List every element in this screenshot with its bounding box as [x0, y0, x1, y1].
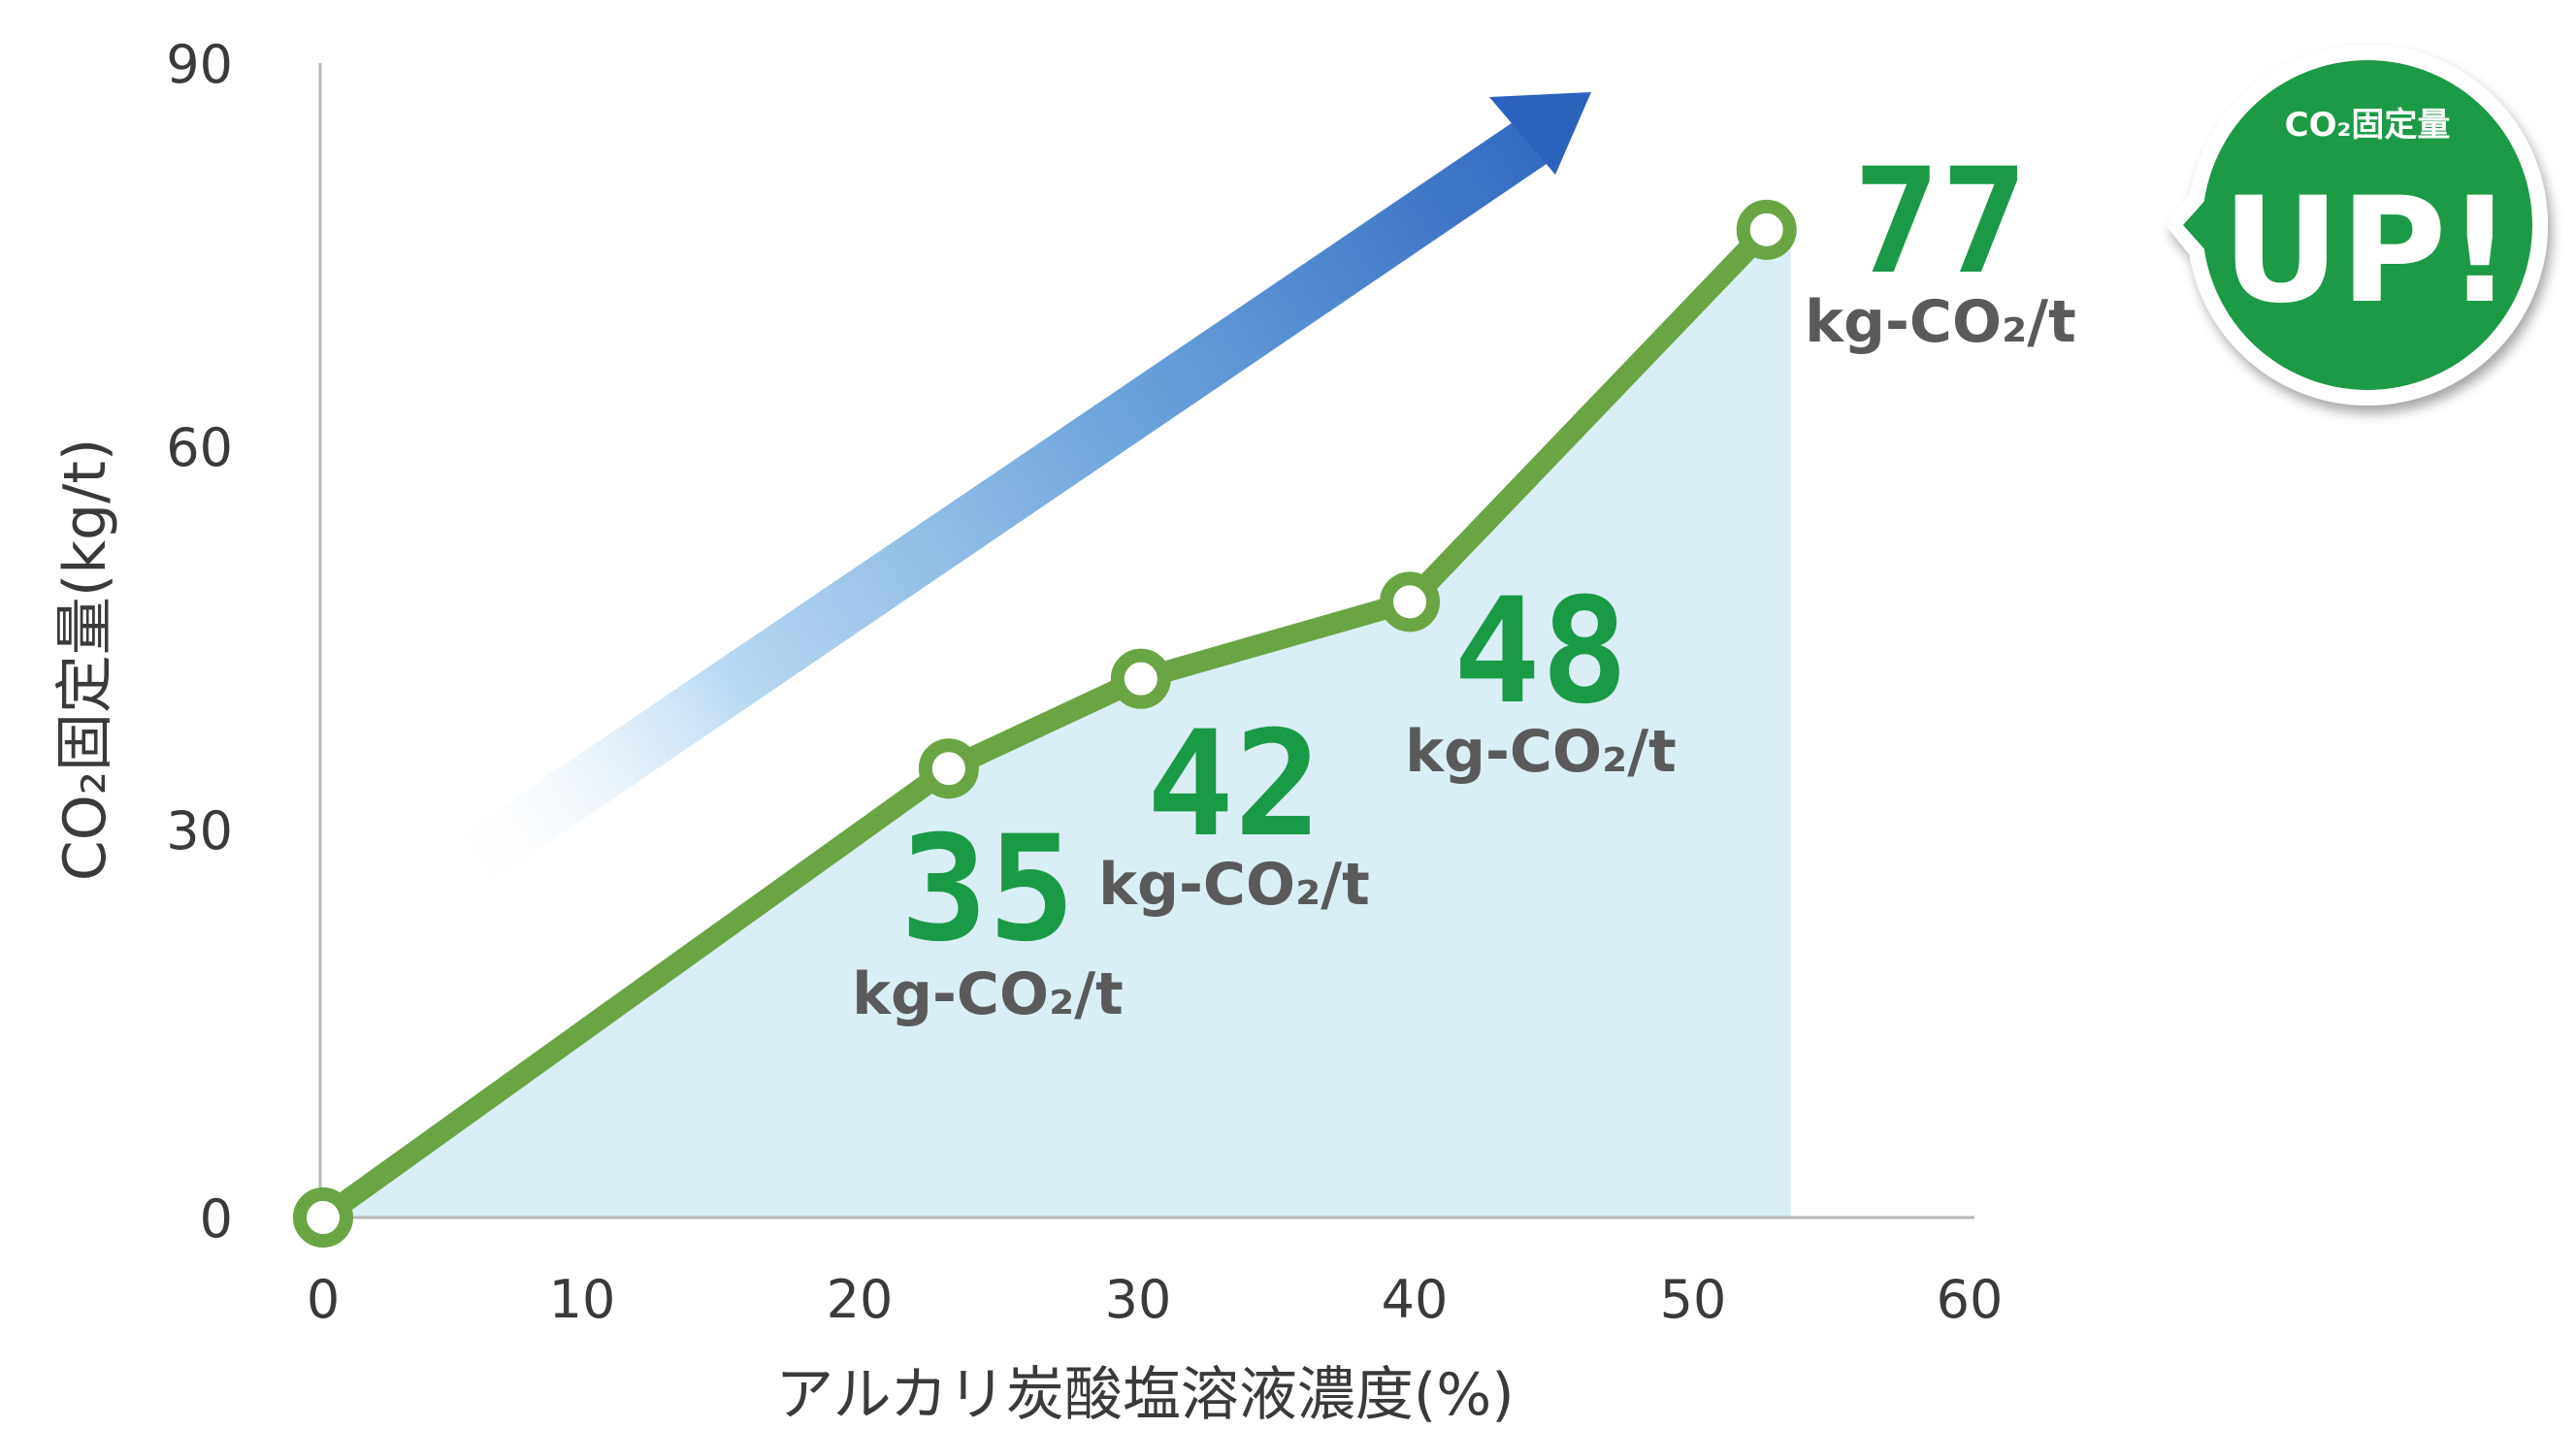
- trend-arrow-head: [1489, 92, 1591, 175]
- y-tick-labels: 0 30 60 90: [166, 34, 233, 1250]
- y-tick-label: 90: [166, 34, 233, 95]
- y-tick-label: 30: [166, 800, 233, 861]
- x-tick-label: 60: [1937, 1269, 2004, 1330]
- data-label-value-42: 42: [1147, 700, 1322, 869]
- y-axis-title: CO₂固定量(kg/t): [51, 438, 119, 882]
- trend-up-arrow-icon: [433, 92, 1591, 900]
- data-label-value-48: 48: [1453, 568, 1629, 736]
- co2-up-badge: [2166, 45, 2548, 406]
- badge-circle: [2202, 60, 2532, 390]
- x-axis-title: アルカリ炭酸塩溶液濃度(%): [775, 1361, 1514, 1429]
- y-tick-label: 0: [200, 1188, 233, 1250]
- data-label-value-77: 77: [1853, 138, 2029, 307]
- data-label-unit-42: kg-CO₂/t: [1098, 851, 1370, 919]
- data-point-4: [1736, 199, 1797, 260]
- data-labels: 35 kg-CO₂/t 42 kg-CO₂/t 48 kg-CO₂/t 77 k…: [852, 138, 2076, 1028]
- data-point-1: [918, 738, 979, 799]
- data-label-unit-48: kg-CO₂/t: [1405, 718, 1677, 786]
- x-tick-label: 20: [827, 1269, 894, 1330]
- data-label-unit-77: kg-CO₂/t: [1805, 288, 2076, 356]
- data-point-0: [293, 1187, 353, 1248]
- x-tick-label: 40: [1382, 1269, 1449, 1330]
- trend-arrow-shaft: [433, 109, 1562, 900]
- data-markers: [293, 199, 1797, 1248]
- data-label-value-35: 35: [900, 805, 1076, 974]
- data-point-2: [1110, 648, 1171, 709]
- x-tick-label: 30: [1105, 1269, 1172, 1330]
- x-tick-label: 50: [1660, 1269, 1727, 1330]
- data-label-unit-35: kg-CO₂/t: [852, 960, 1124, 1028]
- x-tick-label: 0: [307, 1269, 340, 1330]
- badge-top-text: CO₂固定量: [2285, 106, 2451, 145]
- data-point-3: [1380, 571, 1441, 633]
- y-tick-label: 60: [166, 417, 233, 478]
- x-tick-labels: 0 10 20 30 40 50 60: [307, 1269, 2004, 1330]
- x-tick-label: 10: [549, 1269, 616, 1330]
- badge-main-text: UP!: [2222, 167, 2513, 336]
